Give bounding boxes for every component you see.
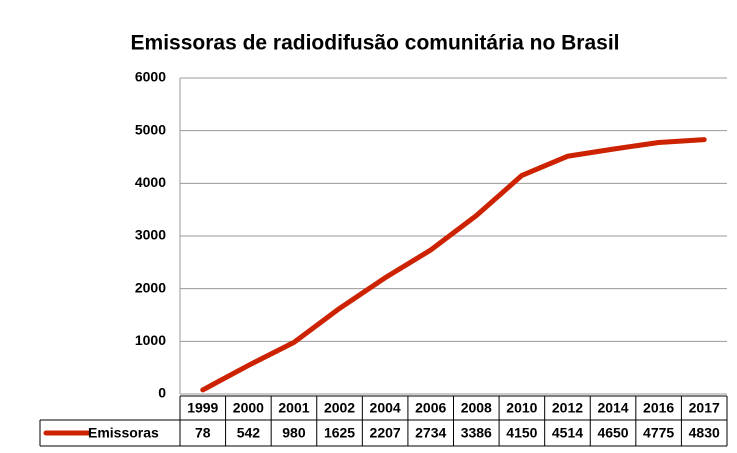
- data-label: 4775: [643, 425, 674, 441]
- y-tick-label: 4000: [135, 174, 166, 190]
- data-label: 4830: [689, 425, 720, 441]
- x-tick-label: 2006: [415, 400, 446, 416]
- x-tick-label: 2001: [278, 400, 309, 416]
- data-label: 2207: [370, 425, 401, 441]
- x-tick-label: 2012: [552, 400, 583, 416]
- series-line: [200, 137, 707, 393]
- y-tick-label: 6000: [135, 69, 166, 85]
- data-label: 4514: [552, 425, 583, 441]
- y-tick-label: 3000: [135, 227, 166, 243]
- legend-label: Emissoras: [88, 425, 159, 441]
- chart-title: Emissoras de radiodifusão comunitária no…: [131, 32, 620, 55]
- data-label: 980: [282, 425, 306, 441]
- data-label: 2734: [415, 425, 446, 441]
- x-tick-label: 1999: [187, 400, 218, 416]
- y-tick-label: 2000: [135, 279, 166, 295]
- y-tick-label: 0: [158, 385, 166, 401]
- data-label: 1625: [324, 425, 355, 441]
- x-tick-label: 2008: [461, 400, 492, 416]
- data-label: 3386: [461, 425, 492, 441]
- x-tick-label: 2000: [233, 400, 264, 416]
- data-label: 542: [237, 425, 261, 441]
- data-label: 4150: [506, 425, 537, 441]
- data-label: 4650: [597, 425, 628, 441]
- x-tick-label: 2017: [689, 400, 720, 416]
- x-tick-label: 2016: [643, 400, 674, 416]
- y-tick-label: 1000: [135, 332, 166, 348]
- data-label: 78: [195, 425, 211, 441]
- x-tick-label: 2010: [506, 400, 537, 416]
- x-tick-label: 2002: [324, 400, 355, 416]
- x-tick-label: 2014: [597, 400, 628, 416]
- y-tick-label: 5000: [135, 121, 166, 137]
- x-tick-label: 2004: [370, 400, 401, 416]
